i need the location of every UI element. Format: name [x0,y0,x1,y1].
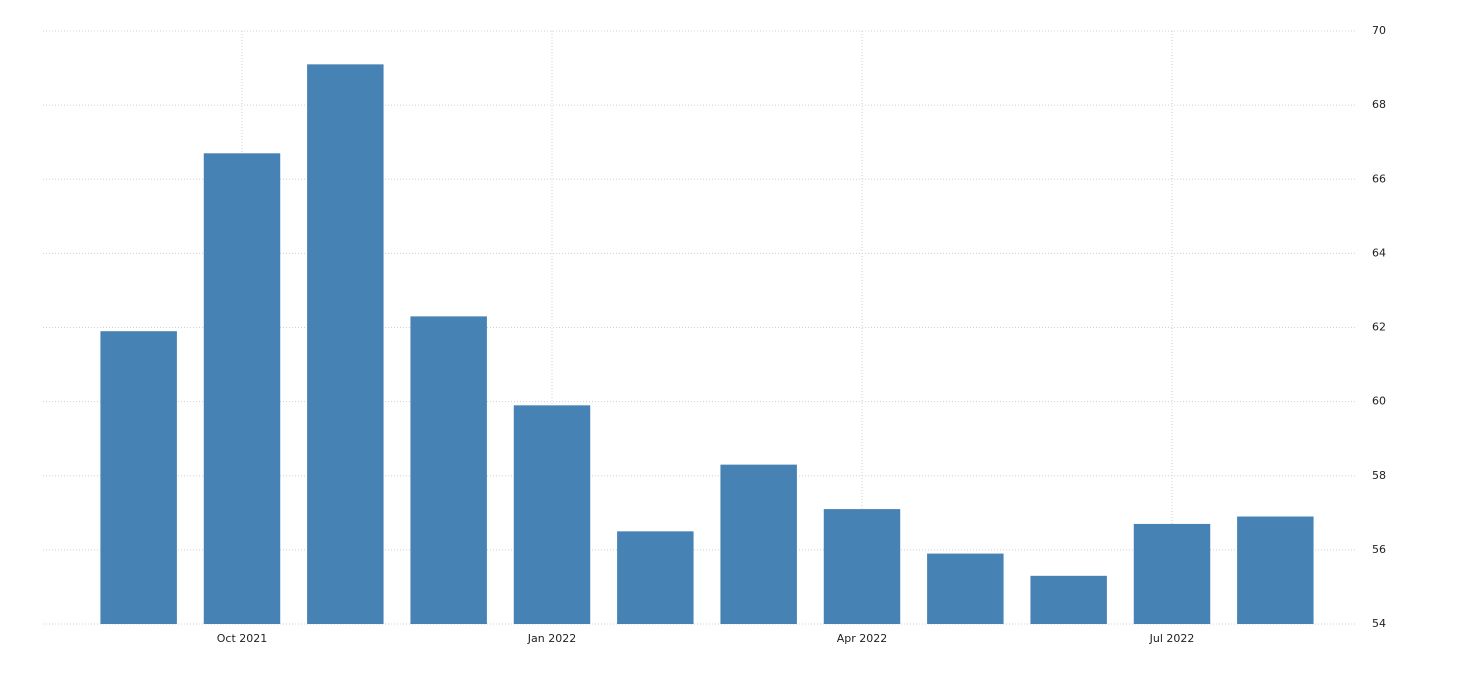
y-tick-label: 70 [1372,24,1386,37]
bar [1133,523,1211,624]
bar [513,405,591,624]
y-tick-label: 64 [1372,246,1386,259]
bar [720,464,797,624]
bar [307,64,384,624]
bar [617,531,694,624]
y-tick-label: 56 [1372,543,1386,556]
y-tick-label: 66 [1372,172,1386,185]
x-tick-label: Apr 2022 [837,632,888,645]
bar [927,553,1004,624]
bar [203,153,281,624]
x-tick-label: Jan 2022 [527,632,576,645]
bar [1237,516,1314,624]
y-tick-label: 62 [1372,321,1386,334]
y-tick-label: 54 [1372,617,1386,630]
y-tick-label: 68 [1372,98,1386,111]
bar [100,331,177,624]
y-tick-label: 60 [1372,395,1386,408]
bar [823,509,901,624]
bar [1030,575,1107,624]
bar [410,316,487,624]
x-tick-label: Jul 2022 [1149,632,1195,645]
x-tick-label: Oct 2021 [217,632,268,645]
y-tick-label: 58 [1372,469,1386,482]
